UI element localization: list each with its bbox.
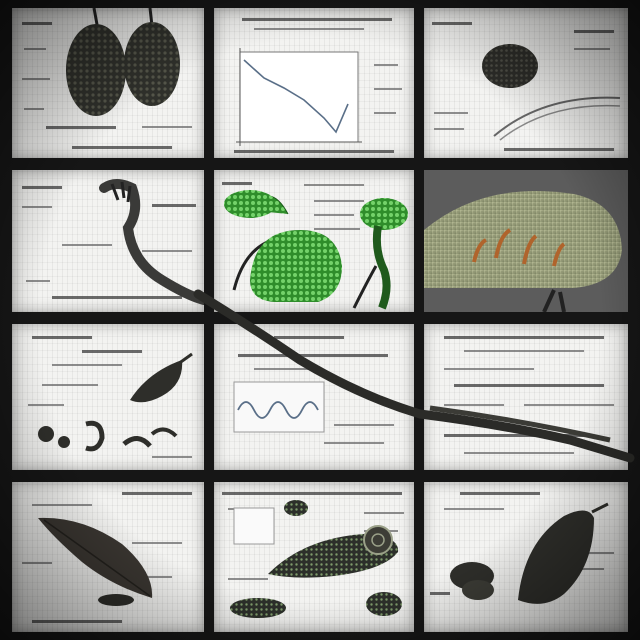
panel-round-seed [424,8,628,158]
leaf-specimen-illustration [38,517,153,606]
panel-green-seed-heads [214,170,414,312]
panel-curling-stem [12,170,204,312]
panel-line-plot [214,8,414,158]
textured-pod-photo [424,170,628,312]
round-seed-illustration [482,44,621,141]
insect-larva-sketches [38,352,193,452]
panel-snail-shell-specimen [214,482,414,632]
panel-leaf-specimen [12,482,204,632]
panel-textured-pod-photo [424,170,628,312]
panel-dark-pod-specimen [424,482,628,632]
panel-seed-pods [12,8,204,158]
dark-pod-illustration [450,502,609,604]
waveform-plot-illustration [233,381,325,433]
panel-text-only-sheet [424,324,628,470]
green-seed-heads-illustration [224,190,408,310]
panel-waveform-plot [214,324,414,470]
panel-insect-larva-sketches [12,324,204,470]
line-plot-illustration [236,48,362,146]
seed-pods-illustration [66,8,180,116]
snail-shell-illustration [230,500,402,618]
curling-stem-illustration [99,179,204,305]
